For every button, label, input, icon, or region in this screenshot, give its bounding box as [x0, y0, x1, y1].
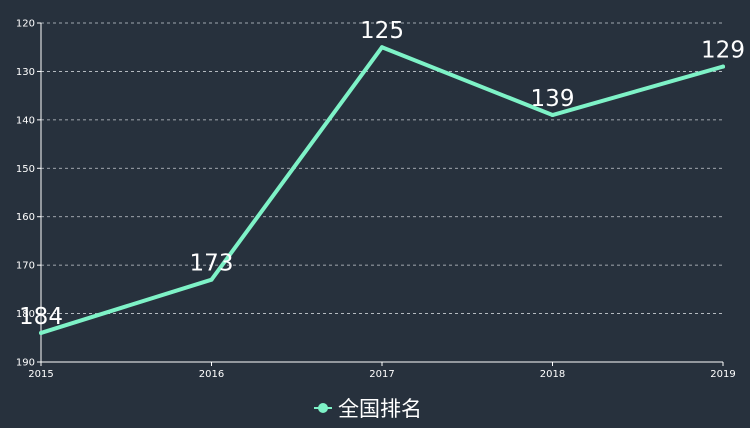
data-labels: 184 173 125 139 129 [19, 18, 745, 330]
y-tick-label: 130 [16, 67, 35, 78]
data-label: 184 [19, 304, 63, 330]
legend[interactable]: 全国排名 [314, 397, 422, 421]
x-tick-label: 2016 [199, 369, 224, 380]
y-tick-label: 190 [16, 358, 35, 369]
data-label: 125 [360, 18, 404, 44]
data-point [550, 113, 555, 118]
y-tick-label: 150 [16, 164, 35, 175]
x-tick-label: 2015 [28, 369, 53, 380]
axes [40, 23, 723, 363]
data-point [721, 64, 725, 69]
y-tick-label: 160 [16, 212, 35, 223]
data-label: 139 [531, 86, 575, 112]
series-points [39, 45, 725, 335]
legend-label: 全国排名 [338, 397, 422, 421]
y-tick-label: 170 [16, 261, 35, 272]
x-tick-label: 2019 [710, 369, 735, 380]
series-line-national-rank [39, 45, 725, 335]
x-tick-label: 2017 [369, 369, 394, 380]
y-axis-ticks: 120 130 140 150 160 170 180 190 [16, 19, 41, 369]
x-axis-ticks: 2015 2016 2017 2018 2019 [28, 362, 736, 380]
y-tick-label: 120 [16, 19, 35, 30]
x-tick-label: 2018 [540, 369, 565, 380]
gridlines [41, 22, 723, 314]
data-point [39, 330, 43, 335]
data-point [380, 45, 384, 50]
y-tick-label: 140 [16, 115, 35, 126]
legend-marker-icon [318, 403, 328, 413]
data-label: 129 [701, 38, 745, 64]
y-tick-label: 180 [16, 309, 35, 320]
data-label: 173 [190, 251, 234, 277]
data-point [209, 277, 214, 282]
